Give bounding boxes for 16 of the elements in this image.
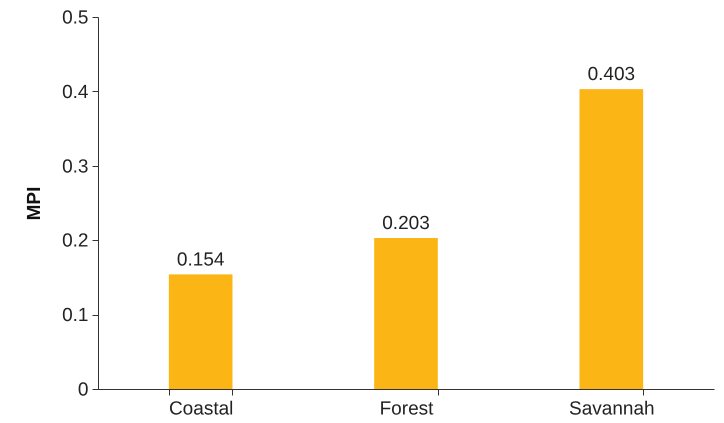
y-tick-label: 0.4	[62, 82, 89, 103]
bar	[168, 274, 232, 389]
x-tick-label: Forest	[380, 398, 434, 420]
y-tick-label: 0.2	[62, 230, 88, 252]
y-axis-title: MPI	[24, 186, 46, 220]
y-tick-label: 0.1	[62, 305, 88, 326]
bar	[580, 89, 644, 389]
data-label: 0.403	[588, 64, 636, 86]
y-tick-label: 0.3	[62, 156, 88, 178]
y-tick-label: 0.5	[62, 8, 88, 28]
y-tick-label: 0	[78, 380, 88, 400]
x-tick-label: Savannah	[569, 398, 655, 420]
bar	[374, 238, 438, 389]
data-label: 0.154	[176, 249, 225, 270]
data-label: 0.203	[382, 212, 430, 234]
x-tick-label: Coastal	[168, 398, 234, 420]
